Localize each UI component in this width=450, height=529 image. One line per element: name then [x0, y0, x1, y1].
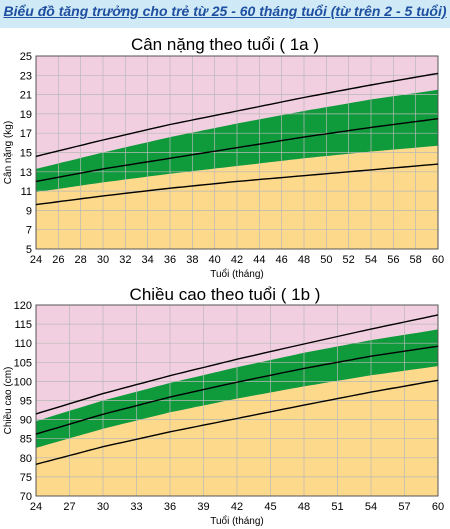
weight-y-tick-label: 19 [20, 109, 32, 121]
weight-x-tick-label: 48 [298, 254, 310, 266]
height-y-tick-label: 95 [20, 396, 32, 408]
weight-chart-title: Cân nặng theo tuổi ( 1a ) [130, 35, 320, 54]
weight-y-axis-label: Cân nặng (kg) [3, 121, 14, 184]
weight-x-axis-label: Tuổi (tháng) [210, 268, 264, 280]
weight-plot-frame [35, 55, 439, 250]
weight-y-tick-label: 9 [26, 205, 32, 217]
weight-curve-median [35, 118, 439, 183]
height-y-tick-label: 75 [20, 472, 32, 484]
height-x-tick-label: 51 [331, 501, 343, 513]
weight-x-tick-label: 58 [410, 254, 422, 266]
weight-y-tick-label: 11 [21, 186, 32, 198]
weight-y-tick-label: 15 [20, 148, 32, 160]
weight-x-tick-label: 30 [97, 254, 109, 266]
weight-x-tick-label: 50 [320, 254, 332, 266]
weight-chart-svg: 5 7 9 11 13 15 17 19 21 23 25 24 26 28 30 32 34 36 38 40 42 4… [3, 51, 444, 280]
weight-y-tick-label: 7 [26, 225, 32, 237]
height-x-tick-label: 30 [97, 501, 109, 513]
weight-x-tick-label: 46 [276, 254, 288, 266]
height-y-tick-label: 105 [14, 357, 32, 369]
height-x-tick-label: 54 [365, 501, 377, 513]
weight-x-tick-label: 40 [209, 254, 221, 266]
height-x-tick-label: 27 [63, 501, 75, 513]
weight-curve-lower-line [35, 163, 439, 206]
height-curve-lower-line [35, 379, 439, 465]
height-y-tick-label: 110 [14, 338, 32, 350]
weight-x-tick-label: 36 [164, 254, 176, 266]
height-y-tick-label: 80 [20, 453, 32, 465]
height-x-tick-label: 42 [231, 501, 243, 513]
weight-y-tick-label: 17 [20, 128, 32, 140]
weight-x-tick-label: 60 [432, 254, 444, 266]
height-x-tick-label: 45 [264, 501, 276, 513]
height-x-tick-label: 57 [398, 501, 410, 513]
height-y-tick-label: 90 [20, 415, 32, 427]
height-curve-median [35, 345, 439, 435]
height-chart-svg: 70 75 80 85 90 95 100 105 110 115 120 24 27 30 33 36 39 4… [2, 300, 444, 527]
height-chart-title: Chiều cao theo tuổi ( 1b ) [129, 285, 321, 304]
height-curve-upper-line [35, 314, 439, 415]
weight-x-tick-label: 24 [30, 254, 42, 266]
weight-x-tick-label: 42 [231, 254, 243, 266]
height-y-tick-label: 120 [14, 300, 32, 312]
weight-x-tick-label: 52 [343, 254, 355, 266]
weight-x-tick-label: 34 [142, 254, 154, 266]
height-x-axis-label: Tuổi (tháng) [210, 515, 264, 527]
height-x-tick-label: 33 [130, 501, 142, 513]
weight-chart-panel: Cân nặng theo tuổi ( 1a ) 5 7 9 11 13 15 17 19 2… [0, 28, 450, 290]
weight-y-tick-label: 13 [20, 167, 32, 179]
weight-curve-upper-line [35, 72, 439, 158]
height-y-tick-label: 70 [20, 491, 32, 503]
weight-x-tick-label: 28 [75, 254, 87, 266]
weight-x-tick-label: 26 [52, 254, 64, 266]
page-title: Biểu đồ tăng trưởng cho trẻ từ 25 - 60 t… [3, 3, 447, 19]
height-x-tick-label: 39 [197, 501, 209, 513]
weight-x-tick-label: 54 [365, 254, 377, 266]
weight-x-tick-label: 32 [119, 254, 131, 266]
weight-y-tick-label: 23 [20, 70, 32, 82]
height-x-tick-label: 24 [30, 501, 42, 513]
weight-x-tick-label: 38 [186, 254, 198, 266]
weight-y-tick-label: 25 [20, 51, 32, 63]
weight-y-tick-label: 5 [26, 244, 32, 256]
height-y-tick-label: 85 [20, 434, 32, 446]
height-y-axis-label: Chiều cao (cm) [2, 367, 14, 435]
height-x-tick-label: 48 [298, 501, 310, 513]
weight-x-tick-label: 56 [387, 254, 399, 266]
height-x-tick-label: 36 [164, 501, 176, 513]
height-chart-panel: Chiều cao theo tuổi ( 1b ) 70 75 80 85 90 95 1… [0, 280, 450, 529]
height-x-tick-label: 60 [432, 501, 444, 513]
height-plot-frame [35, 304, 439, 497]
weight-y-tick-label: 21 [20, 90, 32, 102]
weight-x-tick-label: 44 [253, 254, 265, 266]
height-y-tick-label: 100 [14, 376, 32, 388]
height-y-tick-label: 115 [14, 319, 32, 331]
